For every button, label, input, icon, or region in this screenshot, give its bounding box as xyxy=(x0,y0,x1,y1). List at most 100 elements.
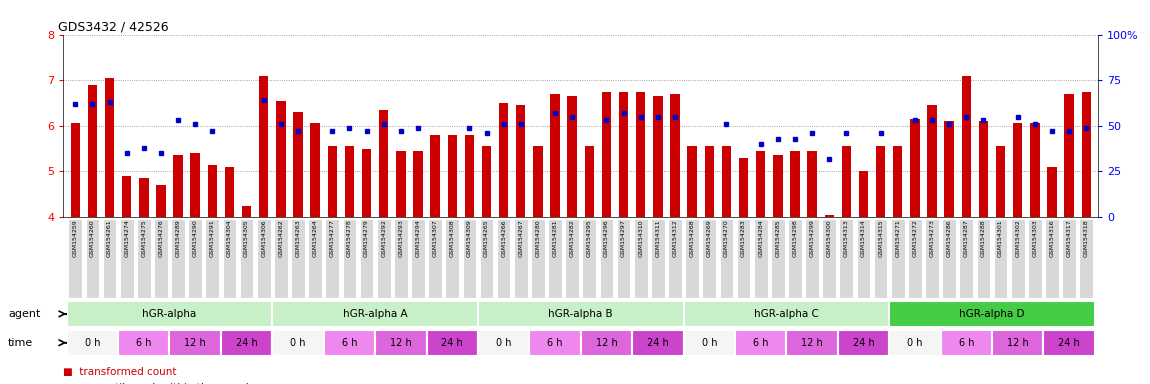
FancyBboxPatch shape xyxy=(703,219,716,298)
FancyBboxPatch shape xyxy=(154,219,168,298)
FancyBboxPatch shape xyxy=(942,219,956,298)
FancyBboxPatch shape xyxy=(206,219,220,298)
FancyBboxPatch shape xyxy=(1028,219,1042,298)
FancyBboxPatch shape xyxy=(770,219,784,298)
Bar xyxy=(601,91,611,217)
Text: GSM154288: GSM154288 xyxy=(981,219,986,257)
Text: 12 h: 12 h xyxy=(596,338,618,348)
FancyBboxPatch shape xyxy=(891,219,905,298)
Bar xyxy=(894,146,903,217)
FancyBboxPatch shape xyxy=(273,301,478,327)
FancyBboxPatch shape xyxy=(685,219,699,298)
Text: 24 h: 24 h xyxy=(647,338,669,348)
FancyBboxPatch shape xyxy=(941,330,992,356)
FancyBboxPatch shape xyxy=(428,219,442,298)
Text: 6 h: 6 h xyxy=(547,338,562,348)
Text: 24 h: 24 h xyxy=(1058,338,1080,348)
FancyBboxPatch shape xyxy=(120,219,133,298)
Text: GSM154260: GSM154260 xyxy=(90,219,95,257)
Text: GSM154309: GSM154309 xyxy=(467,219,472,257)
Text: 6 h: 6 h xyxy=(136,338,152,348)
Bar xyxy=(979,121,988,217)
FancyBboxPatch shape xyxy=(323,330,375,356)
Text: GSM154278: GSM154278 xyxy=(347,219,352,257)
FancyBboxPatch shape xyxy=(908,219,922,298)
Text: GSM154317: GSM154317 xyxy=(1066,219,1072,257)
Bar xyxy=(636,91,645,217)
Text: GSM154268: GSM154268 xyxy=(690,219,695,257)
Text: 12 h: 12 h xyxy=(802,338,823,348)
Bar xyxy=(653,96,662,217)
FancyBboxPatch shape xyxy=(394,219,408,298)
FancyBboxPatch shape xyxy=(68,219,82,298)
Text: GSM154294: GSM154294 xyxy=(415,219,421,257)
FancyBboxPatch shape xyxy=(994,219,1007,298)
Text: GSM154273: GSM154273 xyxy=(929,219,935,257)
Text: GSM154267: GSM154267 xyxy=(519,219,523,257)
Bar xyxy=(825,215,834,217)
Bar xyxy=(567,96,577,217)
Bar xyxy=(1013,124,1022,217)
Bar xyxy=(447,135,457,217)
Bar xyxy=(191,153,200,217)
FancyBboxPatch shape xyxy=(720,219,734,298)
FancyBboxPatch shape xyxy=(822,219,836,298)
Text: GSM154274: GSM154274 xyxy=(124,219,129,257)
Text: GSM154313: GSM154313 xyxy=(844,219,849,257)
FancyBboxPatch shape xyxy=(377,219,391,298)
FancyBboxPatch shape xyxy=(926,219,938,298)
FancyBboxPatch shape xyxy=(599,219,613,298)
Bar xyxy=(790,151,799,217)
FancyBboxPatch shape xyxy=(256,219,270,298)
Bar xyxy=(738,158,749,217)
Text: GSM154277: GSM154277 xyxy=(330,219,335,257)
FancyBboxPatch shape xyxy=(1043,330,1095,356)
FancyBboxPatch shape xyxy=(274,219,288,298)
Text: GSM154300: GSM154300 xyxy=(827,219,831,257)
FancyBboxPatch shape xyxy=(85,219,99,298)
Bar xyxy=(380,110,389,217)
Text: 6 h: 6 h xyxy=(342,338,358,348)
FancyBboxPatch shape xyxy=(308,219,322,298)
Bar xyxy=(87,85,97,217)
Bar xyxy=(996,146,1005,217)
FancyBboxPatch shape xyxy=(805,219,819,298)
Text: GSM154280: GSM154280 xyxy=(536,219,540,257)
Bar xyxy=(259,76,268,217)
FancyBboxPatch shape xyxy=(874,219,888,298)
Bar xyxy=(910,119,920,217)
Text: 0 h: 0 h xyxy=(290,338,306,348)
Text: GSM154272: GSM154272 xyxy=(912,219,918,257)
Text: hGR-alpha B: hGR-alpha B xyxy=(549,309,613,319)
Bar xyxy=(670,94,680,217)
Bar xyxy=(362,149,371,217)
FancyBboxPatch shape xyxy=(581,330,632,356)
Text: GSM154271: GSM154271 xyxy=(895,219,900,257)
Text: 12 h: 12 h xyxy=(184,338,206,348)
FancyBboxPatch shape xyxy=(582,219,596,298)
Text: 0 h: 0 h xyxy=(907,338,922,348)
Bar xyxy=(396,151,406,217)
Text: GSM154285: GSM154285 xyxy=(775,219,781,257)
FancyBboxPatch shape xyxy=(67,330,118,356)
Text: GSM154307: GSM154307 xyxy=(432,219,438,257)
FancyBboxPatch shape xyxy=(959,219,973,298)
Text: 0 h: 0 h xyxy=(85,338,100,348)
Text: GSM154308: GSM154308 xyxy=(450,219,454,257)
Bar xyxy=(174,156,183,217)
Bar xyxy=(328,146,337,217)
FancyBboxPatch shape xyxy=(683,301,889,327)
Text: 6 h: 6 h xyxy=(959,338,974,348)
Text: GSM154266: GSM154266 xyxy=(501,219,506,257)
Text: GSM154264: GSM154264 xyxy=(313,219,317,257)
FancyBboxPatch shape xyxy=(889,330,941,356)
FancyBboxPatch shape xyxy=(889,301,1095,327)
Text: 0 h: 0 h xyxy=(702,338,716,348)
Text: GSM154295: GSM154295 xyxy=(586,219,592,257)
Bar xyxy=(430,135,439,217)
Text: 24 h: 24 h xyxy=(852,338,874,348)
Bar xyxy=(413,151,423,217)
Bar xyxy=(482,146,491,217)
FancyBboxPatch shape xyxy=(838,330,889,356)
FancyBboxPatch shape xyxy=(668,219,682,298)
